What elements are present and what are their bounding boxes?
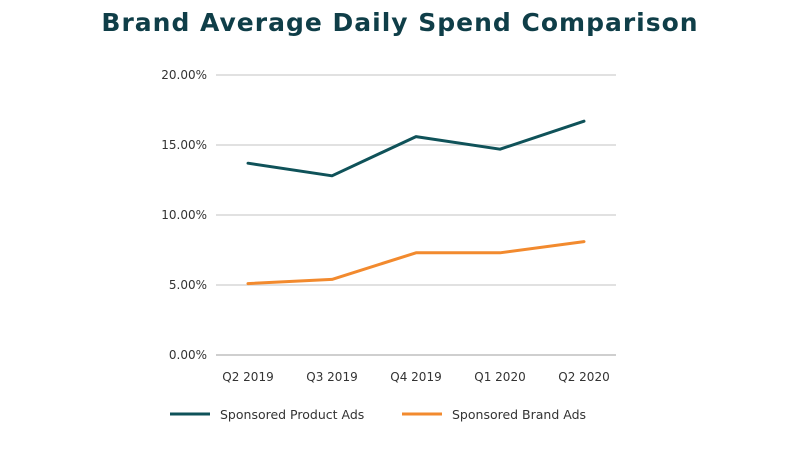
y-tick-label: 15.00% xyxy=(161,138,207,152)
gridlines xyxy=(216,74,616,356)
x-tick-label: Q1 2020 xyxy=(474,370,525,384)
y-tick-label: 10.00% xyxy=(161,208,207,222)
x-tick-label: Q2 2019 xyxy=(222,370,273,384)
legend-item[interactable]: Sponsored Brand Ads xyxy=(402,407,586,422)
legend-label: Sponsored Brand Ads xyxy=(452,407,586,422)
y-tick-label: 0.00% xyxy=(169,348,207,362)
series-line-sponsored-brand-ads xyxy=(246,240,586,286)
legend-label: Sponsored Product Ads xyxy=(220,407,364,422)
x-tick-label: Q4 2019 xyxy=(390,370,441,384)
series-line-sponsored-product-ads xyxy=(246,119,586,178)
x-tick-label: Q2 2020 xyxy=(558,370,609,384)
series-lines xyxy=(246,119,586,286)
y-tick-label: 5.00% xyxy=(169,278,207,292)
x-tick-label: Q3 2019 xyxy=(306,370,357,384)
legend[interactable]: Sponsored Product Ads Sponsored Brand Ads xyxy=(170,407,586,422)
x-axis-ticks: Q2 2019 Q3 2019 Q4 2019 Q1 2020 Q2 2020 xyxy=(222,370,609,384)
y-axis-ticks: 0.00% 5.00% 10.00% 15.00% 20.00% xyxy=(161,68,207,362)
chart-title: Brand Average Daily Spend Comparison xyxy=(101,8,699,37)
legend-item[interactable]: Sponsored Product Ads xyxy=(170,407,364,422)
y-tick-label: 20.00% xyxy=(161,68,207,82)
